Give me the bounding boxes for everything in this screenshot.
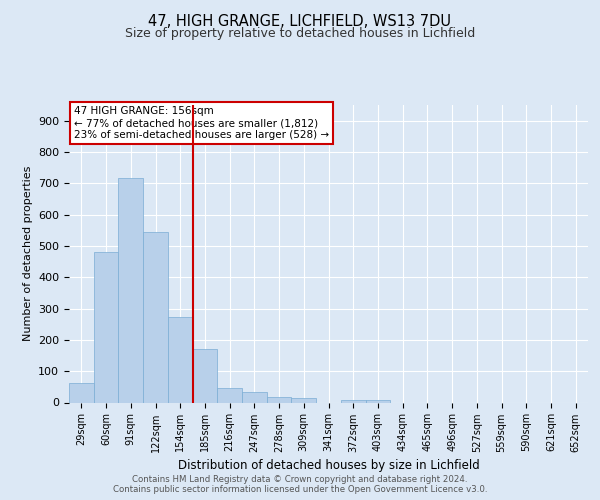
Y-axis label: Number of detached properties: Number of detached properties [23, 166, 32, 342]
X-axis label: Distribution of detached houses by size in Lichfield: Distribution of detached houses by size … [178, 458, 479, 471]
Bar [118, 178, 143, 402]
Bar [143, 232, 168, 402]
Text: Contains HM Land Registry data © Crown copyright and database right 2024.
Contai: Contains HM Land Registry data © Crown c… [113, 474, 487, 494]
Bar [341, 400, 365, 402]
Bar [94, 252, 118, 402]
Bar [267, 398, 292, 402]
Text: 47, HIGH GRANGE, LICHFIELD, WS13 7DU: 47, HIGH GRANGE, LICHFIELD, WS13 7DU [149, 14, 452, 29]
Bar [292, 398, 316, 402]
Bar [365, 400, 390, 402]
Bar [69, 383, 94, 402]
Bar [193, 350, 217, 403]
Bar [168, 318, 193, 402]
Bar [242, 392, 267, 402]
Bar [217, 388, 242, 402]
Text: 47 HIGH GRANGE: 156sqm
← 77% of detached houses are smaller (1,812)
23% of semi-: 47 HIGH GRANGE: 156sqm ← 77% of detached… [74, 106, 329, 140]
Text: Size of property relative to detached houses in Lichfield: Size of property relative to detached ho… [125, 28, 475, 40]
